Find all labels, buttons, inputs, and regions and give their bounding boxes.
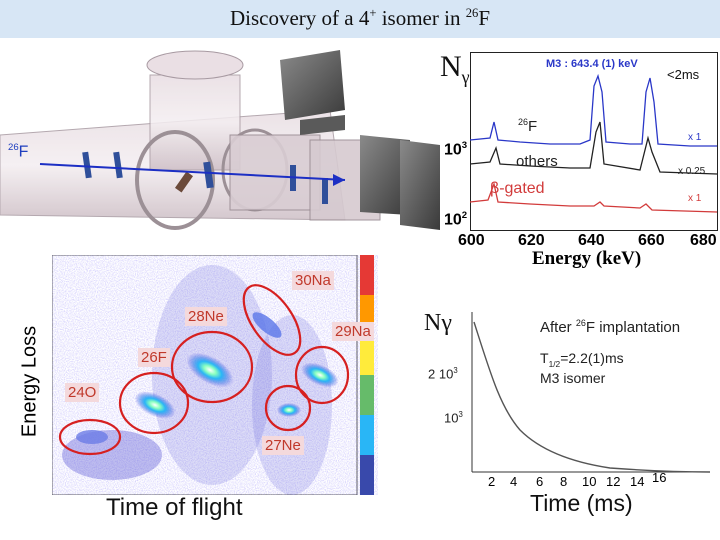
spectrum-red-line <box>470 181 718 213</box>
title-bar <box>0 0 720 38</box>
pid-ylabel-wrap: Energy Loss <box>10 300 50 460</box>
pid-label-26f: 26F <box>138 348 170 367</box>
spectrum-ytick-2: 102 <box>444 210 468 229</box>
decay-plot <box>471 312 711 473</box>
spectrum-black-line <box>470 121 718 175</box>
pid-label-28ne: 28Ne <box>185 307 227 326</box>
decay-ylabel: Nγ <box>424 310 452 336</box>
slide-title: Discovery of a 4+ isomer in 26F <box>229 6 490 30</box>
others-label: others <box>516 153 558 170</box>
scale-label-3: x 1 <box>688 193 702 204</box>
decay-caption: After 26F implantation <box>540 318 681 336</box>
decay-xtick: 16 <box>652 470 667 485</box>
scale-label-2: x 0.25 <box>678 166 706 177</box>
decay-xtick: 4 <box>510 474 518 489</box>
decay-curve <box>473 321 711 473</box>
isomer-label: M3 isomer <box>540 370 606 386</box>
pid-label-29na: 29Na <box>332 322 374 341</box>
pid-label-30na: 30Na <box>292 271 334 290</box>
decay-xtick: 10 <box>582 474 597 489</box>
pid-xlabel: Time of flight <box>106 494 243 521</box>
scale-label-1: x 1 <box>688 132 702 143</box>
decay-xlabel: Time (ms) <box>530 490 633 516</box>
decay-xtick: 8 <box>560 474 568 489</box>
pid-label-24o: 24O <box>65 383 100 402</box>
beam-label: 26F <box>8 142 29 161</box>
time-window-label: <2ms <box>667 67 700 82</box>
decay-xtick: 14 <box>630 474 645 489</box>
decay-xtick: 2 <box>488 474 496 489</box>
decay-ytick-2: 103 <box>444 410 463 426</box>
spectrum-xtick: 660 <box>638 232 665 249</box>
spectrum-ylabel: Nγ <box>440 50 470 87</box>
decay-xtick: 12 <box>606 474 621 489</box>
pid-ylabel: Energy Loss <box>18 325 41 438</box>
decay-xtick: 6 <box>536 474 544 489</box>
spectrum-xtick: 600 <box>458 232 485 249</box>
halflife-label: T1/2=2.2(1)ms <box>540 350 624 369</box>
ion-label: 26F <box>518 117 538 135</box>
spectrum-xtick: 620 <box>518 232 545 249</box>
pid-label-27ne: 27Ne <box>262 436 304 455</box>
spectrum-xticks: 600 620 640 660 680 <box>458 232 720 252</box>
decay-ytick-1: 2 103 <box>428 366 458 382</box>
pid-plot <box>52 255 374 495</box>
spectrum-xtick: 680 <box>690 232 717 249</box>
decay-xticks: 2 4 6 8 10 12 14 16 <box>488 470 688 492</box>
spectrum-xlabel: Energy (keV) <box>532 248 642 269</box>
spectrum-plot <box>470 52 718 231</box>
beta-gated-label: β-gated <box>490 180 545 197</box>
spectrum-blue-line <box>470 73 717 147</box>
spectrum-ytick-1: 103 <box>444 140 468 159</box>
peak-label: M3 : 643.4 (1) keV <box>546 58 638 70</box>
setup-drawing <box>0 50 440 230</box>
spectrum-xtick: 640 <box>578 232 605 249</box>
